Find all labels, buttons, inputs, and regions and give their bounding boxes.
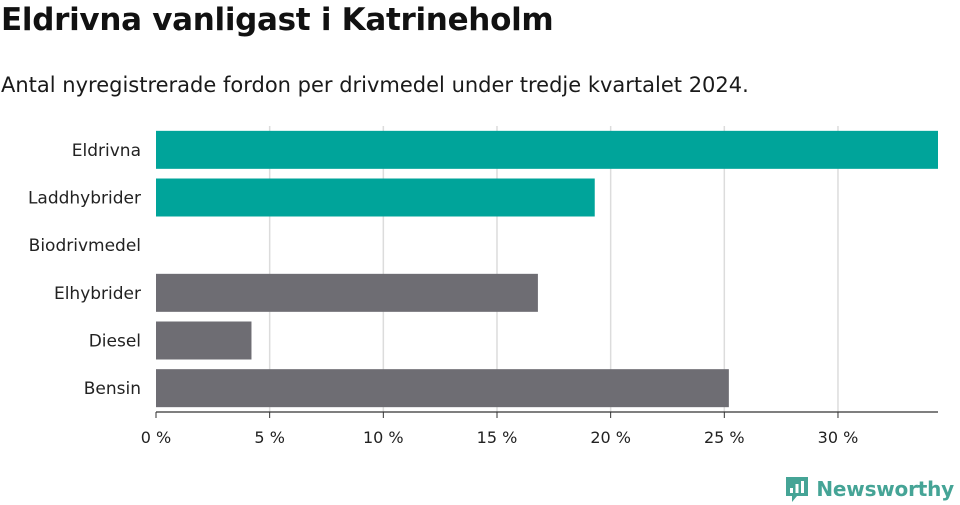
category-labels: Eldrivna Laddhybrider Biodrivmedel Elhybrid… [28, 141, 141, 399]
x-tick-label: 0 % [141, 428, 171, 447]
x-tick-label: 25 % [704, 428, 745, 447]
bar [156, 130, 938, 169]
bar [156, 273, 538, 312]
x-tick-label: 30 % [818, 428, 859, 447]
bar [156, 178, 595, 217]
category-label: Biodrivmedel [29, 236, 141, 256]
bars [156, 130, 938, 408]
x-tick-label: 5 % [254, 428, 284, 447]
brand-name: Newsworthy [816, 477, 954, 501]
x-tick-label: 10 % [363, 428, 404, 447]
bar-chart: 0 % 5 % 10 % 15 % 20 % 25 % 30 % Eldrivna Laddh… [28, 126, 938, 447]
category-label: Eldrivna [72, 141, 141, 161]
bar [156, 369, 729, 408]
brand-logo: Newsworthy [784, 474, 954, 504]
bar [156, 321, 252, 360]
category-label: Diesel [89, 332, 141, 352]
x-tick-label: 20 % [590, 428, 631, 447]
grid-lines [268, 126, 839, 412]
newsworthy-logo-icon [786, 477, 809, 502]
x-axis: 0 % 5 % 10 % 15 % 20 % 25 % 30 % [141, 411, 938, 447]
chart-subtitle: Antal nyregistrerade fordon per drivmede… [1, 73, 749, 97]
chart-title: Eldrivna vanligast i Katrineholm [1, 2, 554, 38]
category-label: Bensin [84, 379, 141, 399]
x-tick-label: 15 % [477, 428, 518, 447]
category-label: Elhybrider [54, 284, 141, 304]
category-label: Laddhybrider [28, 189, 141, 209]
